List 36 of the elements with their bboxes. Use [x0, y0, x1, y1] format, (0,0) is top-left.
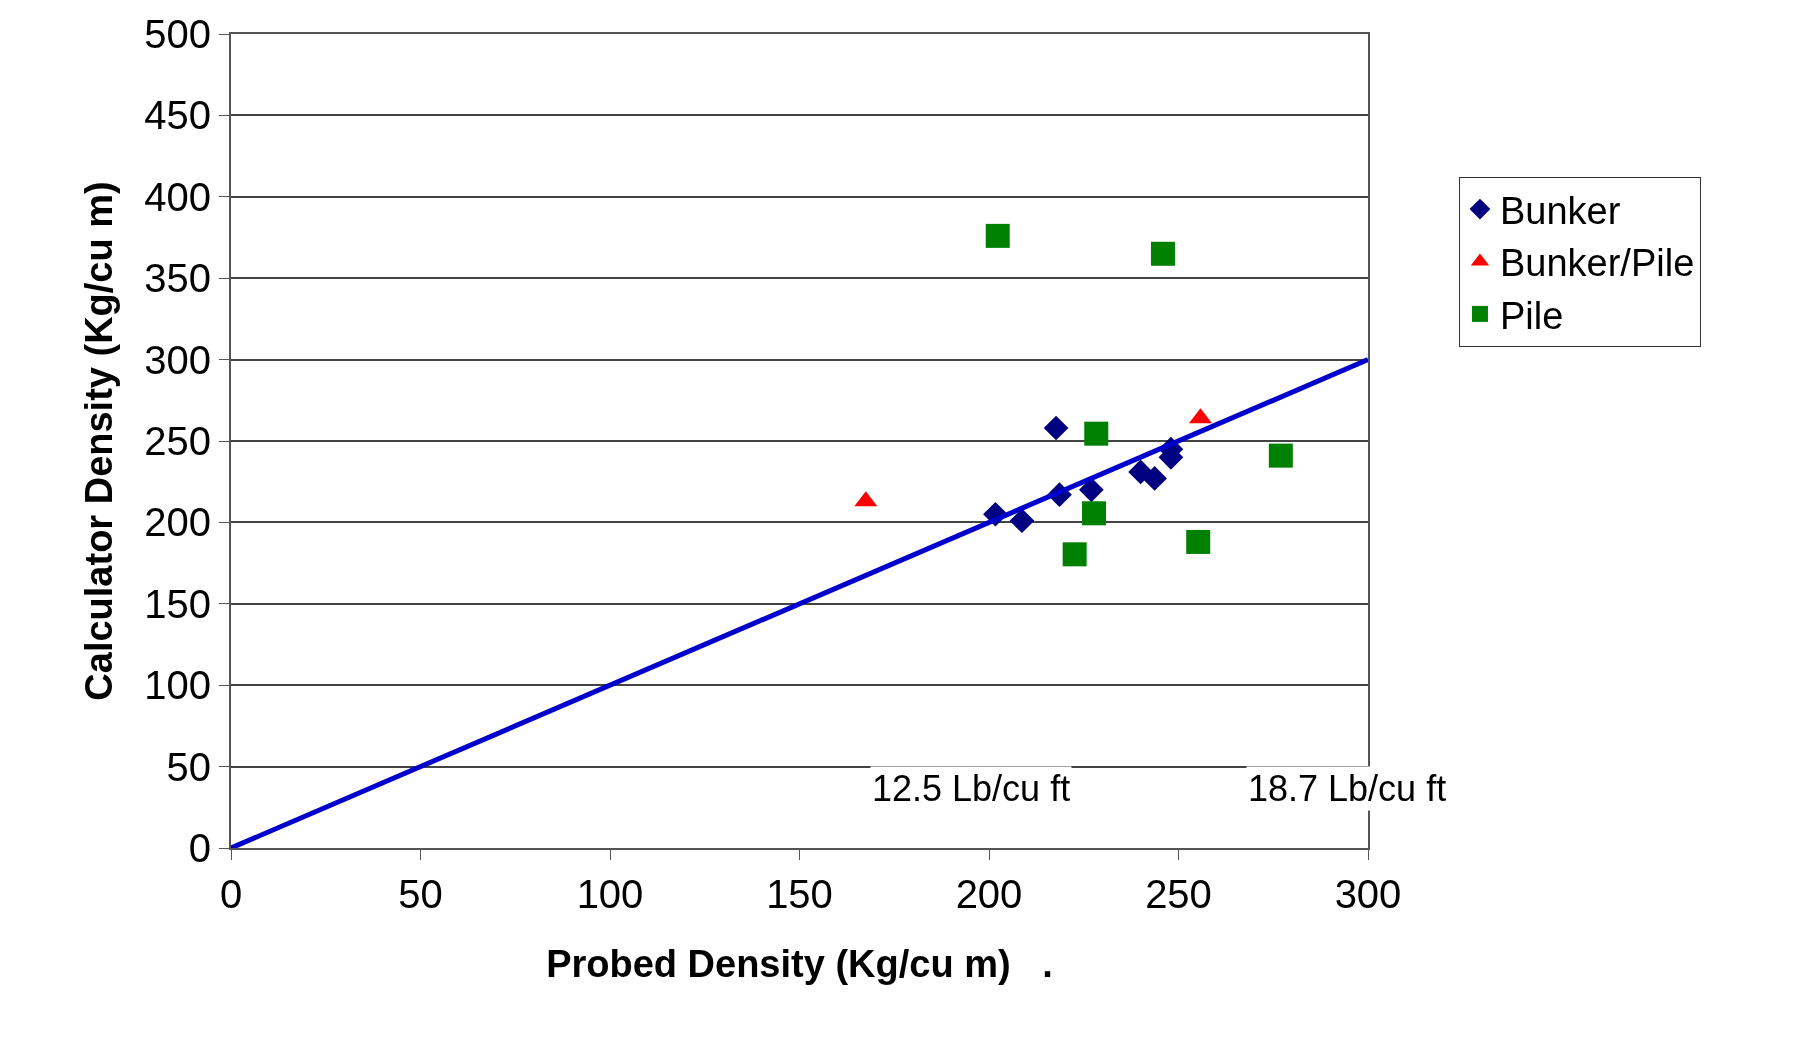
y-tick-label: 300	[144, 337, 211, 382]
y-tick-label: 0	[188, 826, 211, 870]
point	[1078, 477, 1104, 503]
legend-label: Bunker/Pile	[1499, 242, 1695, 285]
point	[1084, 421, 1109, 446]
x-axis-title: Probed Density (Kg/cu m) .	[546, 942, 1053, 985]
y-tick-label: 350	[144, 256, 211, 301]
point	[1062, 542, 1087, 567]
legend-label: Pile	[1499, 294, 1564, 337]
y-tick-label: 100	[144, 663, 211, 708]
annotation: 18.7 Lb/cu ft	[1248, 768, 1447, 809]
x-tick-label: 50	[398, 872, 443, 916]
x-tick-label: 200	[955, 872, 1023, 916]
y-tick-label: 450	[144, 93, 211, 138]
y-tick-label: 400	[144, 174, 211, 219]
x-tick-label: 100	[576, 872, 644, 916]
annotation: 12.5 Lb/cu ft	[872, 768, 1071, 809]
y-axis-title: Calculator Density (Kg/cu m)	[77, 181, 120, 701]
point	[985, 223, 1010, 248]
x-tick-label: 300	[1334, 872, 1402, 916]
point	[1081, 501, 1106, 526]
y-tick-label: 50	[166, 744, 211, 789]
x-tick-label: 0	[219, 872, 243, 916]
point	[1268, 443, 1293, 468]
x-tick-label: 250	[1145, 872, 1212, 916]
legend-label: Bunker	[1499, 189, 1621, 232]
y-tick-label: 150	[144, 581, 211, 626]
point	[1043, 415, 1069, 441]
y-tick-label: 250	[144, 419, 211, 463]
point	[1142, 466, 1167, 491]
y-tick-label: 500	[144, 12, 211, 56]
point	[1009, 508, 1035, 534]
point	[1150, 241, 1175, 266]
y-tick-label: 200	[144, 500, 211, 545]
x-tick-label: 150	[766, 872, 833, 916]
point	[1186, 529, 1211, 554]
